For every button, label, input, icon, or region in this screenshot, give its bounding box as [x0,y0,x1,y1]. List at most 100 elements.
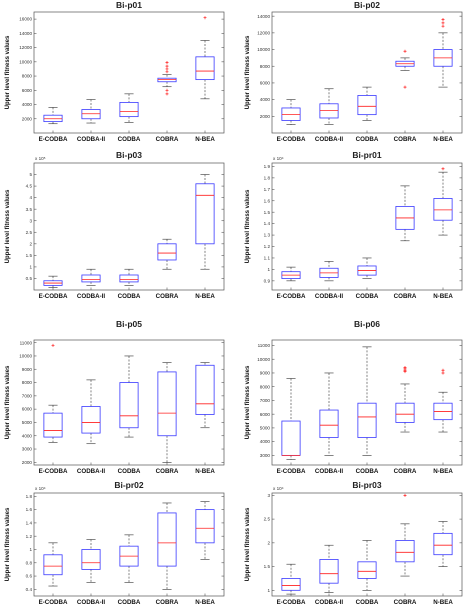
chart-title: Bi-p03 [116,150,142,160]
y-axis-label: Upper level fitness values [5,189,11,263]
y-tick-label: 1.4 [26,521,33,526]
y-axis-label: Upper level fitness values [245,365,251,439]
x-category-label: N-BEA [195,293,215,300]
box-codba-ii [319,88,339,125]
y-tick-label: 0.9 [264,278,271,283]
y-tick-label: 1.8 [26,494,33,499]
y-multiplier: x 10⁴ [35,486,46,491]
y-tick-label: 2000 [22,116,33,121]
y-tick-label: 2.5 [264,517,271,522]
box-codba [119,355,139,438]
y-tick-label: 8000 [260,64,271,69]
x-category-label: N-BEA [195,136,215,143]
y-tick-label: 1 [29,547,32,552]
box-codba-ii [81,539,101,584]
outlier-marker [441,371,445,375]
box-iqr [43,412,63,438]
box-iqr [433,198,453,221]
x-category-label: CODBA [356,136,379,143]
x-category-label: E-CODBA [39,599,68,606]
chart-title: Bi-p02 [354,0,380,10]
outlier-marker [165,61,169,65]
y-tick-label: 4000 [22,102,33,107]
y-tick-label: 3 [267,493,270,498]
x-category-label: CODBA [356,293,379,300]
y-axis-label: Upper level fitness values [5,365,11,439]
box-cobra [157,61,177,96]
x-category-label: COBRA [394,468,417,475]
box-cobra [157,502,177,590]
box-codba [357,540,377,591]
box-e-codba [43,275,63,288]
y-tick-label: 6000 [260,81,271,86]
x-category-label: COBRA [394,136,417,143]
y-multiplier: x 10⁴ [273,156,284,161]
chart-panel-bi-p06: Bi-p06 3000 4000 5000 6000 7000 8000 9000 10000 1… [245,319,463,475]
x-category-label: E-CODBA [39,136,68,143]
box-codba [119,268,139,286]
outlier-marker [165,67,169,71]
x-category-label: N-BEA [195,468,215,475]
box-codba [357,86,377,121]
outlier-marker [165,88,169,92]
y-tick-label: 1.7 [264,187,271,192]
x-category-label: CODBA [118,468,141,475]
y-tick-label: 10000 [257,357,270,362]
box-e-codba [43,107,63,125]
outlier-marker [403,493,407,497]
chart-title: Bi-p06 [354,319,380,329]
box-iqr [281,107,301,121]
y-tick-label: 1.8 [264,175,271,180]
x-category-label: COBRA [156,468,179,475]
y-tick-label: 2.5 [26,230,33,235]
x-category-label: CODBA-II [315,293,343,300]
y-tick-label: 8000 [22,380,33,385]
chart-title: Bi-pr02 [114,480,144,490]
x-category-label: CODBA-II [315,599,343,606]
x-category-label: N-BEA [433,136,453,143]
y-tick-label: 5000 [22,420,33,425]
box-iqr [395,402,415,423]
y-tick-label: 2000 [22,460,33,465]
x-category-label: N-BEA [433,468,453,475]
y-tick-label: 1 [29,265,32,270]
y-tick-label: 1.9 [264,164,271,169]
y-tick-label: 12000 [257,30,270,35]
box-iqr [319,409,339,438]
chart-title: Bi-pr03 [352,480,382,490]
box-iqr [357,402,377,438]
y-tick-label: 1 [267,267,270,272]
y-tick-label: 0.4 [26,587,33,592]
box-e-codba [281,563,301,595]
y-tick-label: 6000 [260,412,271,417]
y-axis-label: Upper level fitness values [5,35,11,109]
y-tick-label: 10000 [19,59,32,64]
box-iqr [357,561,377,579]
y-tick-label: 7000 [260,398,271,403]
box-codba [119,534,139,584]
y-tick-label: 2 [267,540,270,545]
box-n-bea [433,167,453,236]
x-category-label: CODBA-II [77,468,105,475]
outlier-marker [441,21,445,25]
y-tick-label: 1.5 [26,253,33,258]
outlier-marker [51,343,55,347]
y-axis-label: Upper level fitness values [245,35,251,109]
y-tick-label: 16000 [19,17,32,22]
y-tick-label: 10000 [257,47,270,52]
y-multiplier: x 10⁴ [273,486,284,491]
y-tick-label: 3 [29,218,32,223]
x-category-label: E-CODBA [39,468,68,475]
box-iqr [395,540,415,563]
box-e-codba [43,343,63,443]
y-tick-label: 4000 [260,97,271,102]
box-iqr [319,559,339,584]
x-category-label: COBRA [156,599,179,606]
x-category-label: CODBA [118,293,141,300]
y-tick-label: 1.2 [26,534,33,539]
y-tick-label: 1.4 [264,221,271,226]
outlier-marker [403,49,407,53]
y-tick-label: 9000 [22,367,33,372]
y-axis-label: Upper level fitness values [245,507,251,581]
